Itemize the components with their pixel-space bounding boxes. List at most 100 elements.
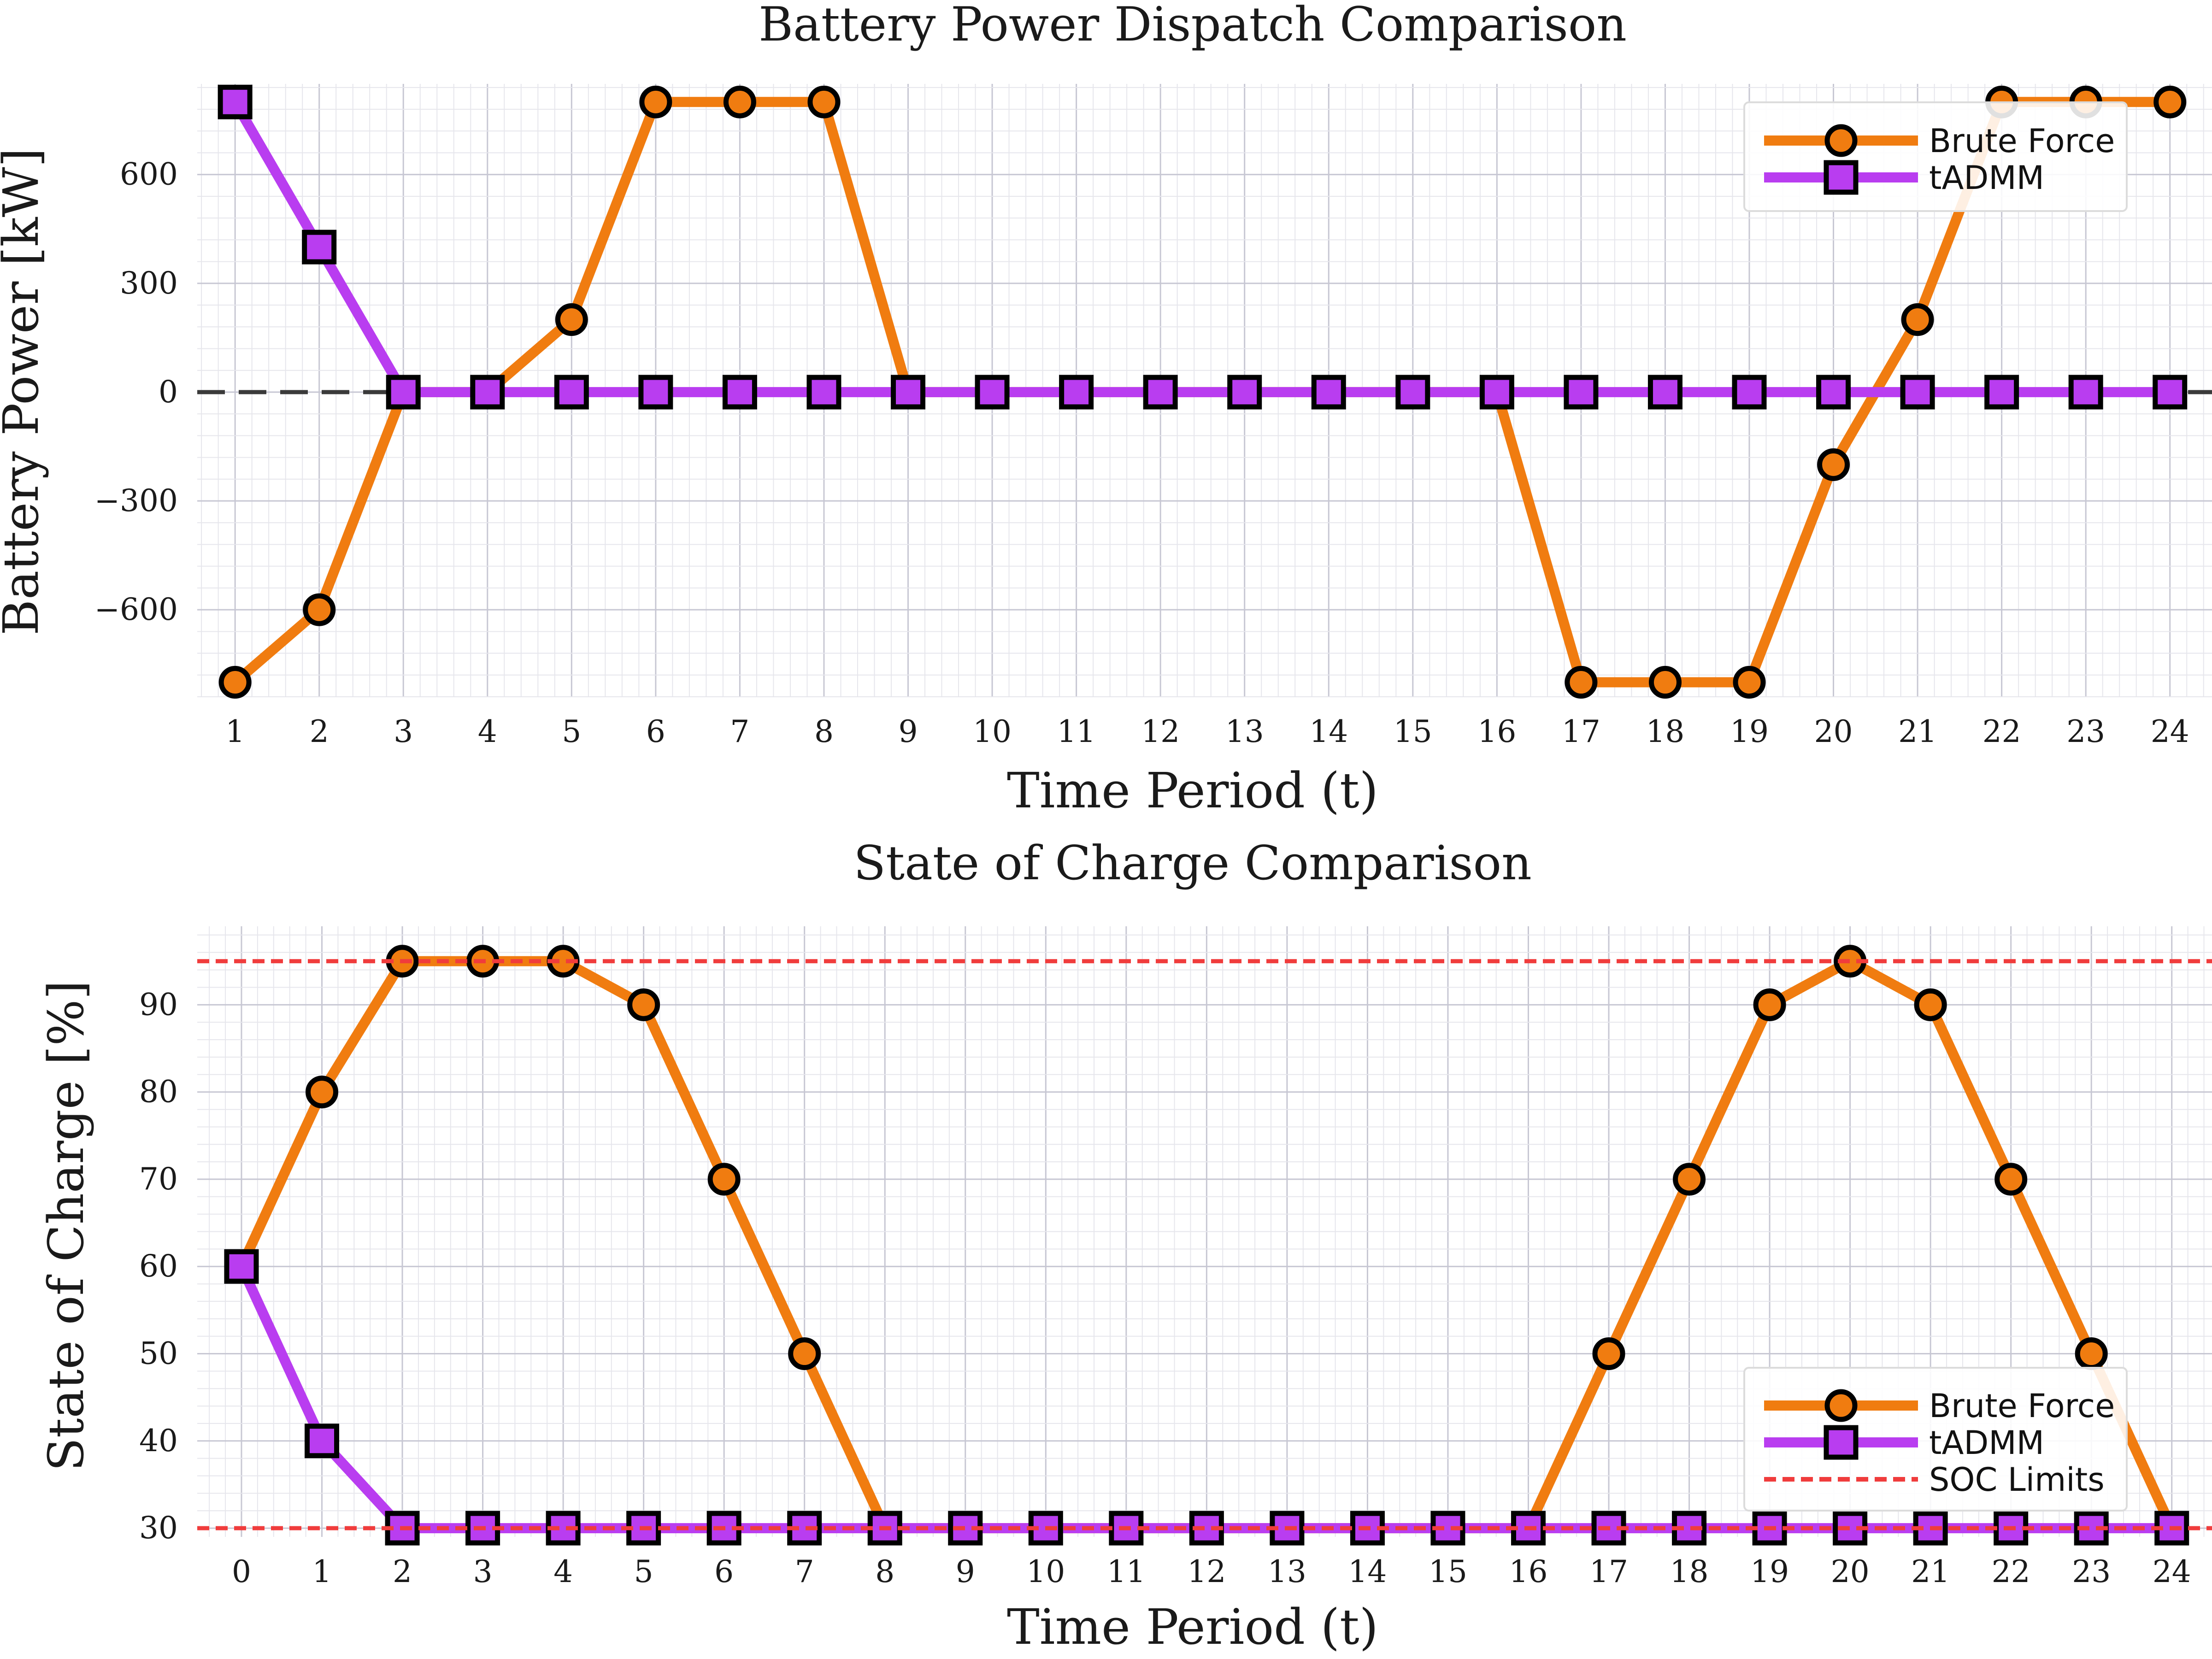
power-x-axis-label: Time Period (t): [1007, 762, 1378, 819]
soc-x-tick-label: 2: [393, 1554, 412, 1589]
power-legend-tadmm-label: tADMM: [1929, 159, 2044, 197]
power-point-brute-force: [1733, 666, 1766, 699]
soc-point-brute-force: [627, 988, 660, 1021]
power-legend-tadmm-marker: [1824, 160, 1859, 195]
power-point-tadmm: [218, 84, 253, 119]
power-x-tick-label: 20: [1814, 714, 1853, 749]
soc-legend-brute-marker: [1824, 1389, 1858, 1422]
power-x-tick-label: 11: [1057, 714, 1096, 749]
power-x-ticks: 1 2 3 4 5 6 7 8 9 10 11 12 13 14 15 16 17 18 19 20 21 22 23 24: [225, 714, 2189, 749]
soc-point-brute-force: [1673, 1163, 1706, 1196]
power-legend-brute-marker: [1824, 124, 1858, 157]
power-point-tadmm: [1143, 375, 1178, 410]
power-point-tadmm: [1984, 375, 2019, 410]
power-point-tadmm: [1900, 375, 1935, 410]
power-y-tick-label: 0: [159, 374, 178, 410]
power-point-tadmm: [806, 375, 841, 410]
power-point-brute-force: [723, 85, 756, 118]
power-point-brute-force: [555, 303, 588, 336]
power-x-tick-label: 19: [1730, 714, 1769, 749]
power-point-brute-force: [1901, 303, 1934, 336]
soc-point-brute-force: [1753, 988, 1786, 1021]
soc-x-tick-label: 24: [2153, 1554, 2191, 1589]
power-point-tadmm: [1732, 375, 1767, 410]
soc-x-tick-label: 19: [1750, 1554, 1789, 1589]
power-y-tick-label: −600: [94, 592, 178, 627]
soc-series: [224, 945, 2189, 1546]
power-x-tick-label: 13: [1225, 714, 1264, 749]
soc-grid: [197, 926, 2212, 1537]
power-markers-tadmm: [218, 84, 2188, 410]
soc-x-tick-label: 3: [473, 1554, 493, 1589]
power-point-tadmm: [2068, 375, 2103, 410]
power-point-tadmm: [1059, 375, 1094, 410]
power-point-tadmm: [1816, 375, 1851, 410]
soc-y-tick-label: 90: [139, 987, 178, 1022]
power-point-tadmm: [2153, 375, 2188, 410]
soc-y-tick-label: 50: [139, 1336, 178, 1371]
soc-x-tick-label: 18: [1670, 1554, 1709, 1589]
soc-x-tick-label: 20: [1831, 1554, 1870, 1589]
soc-point-brute-force: [1592, 1337, 1625, 1370]
power-x-tick-label: 6: [646, 714, 665, 749]
power-x-tick-label: 2: [310, 714, 329, 749]
power-x-tick-label: 9: [899, 714, 918, 749]
power-x-tick-label: 10: [973, 714, 1012, 749]
power-point-brute-force: [1817, 448, 1850, 481]
soc-point-brute-force: [306, 1076, 339, 1109]
soc-x-tick-label: 16: [1509, 1554, 1547, 1589]
power-series: [218, 84, 2188, 699]
power-x-tick-label: 14: [1309, 714, 1348, 749]
power-point-tadmm: [386, 375, 421, 410]
power-x-tick-label: 24: [2151, 714, 2189, 749]
power-point-tadmm: [1479, 375, 1514, 410]
power-x-tick-label: 7: [730, 714, 749, 749]
soc-x-tick-label: 14: [1348, 1554, 1387, 1589]
power-point-brute-force: [2153, 85, 2187, 118]
soc-y-tick-label: 80: [139, 1074, 178, 1110]
power-y-tick-label: −300: [94, 483, 178, 518]
power-y-tick-label: 300: [120, 265, 178, 301]
power-point-brute-force: [1648, 666, 1682, 699]
soc-y-ticks: 30 40 50 60 70 80 90: [139, 987, 178, 1546]
power-x-tick-label: 21: [1898, 714, 1937, 749]
soc-x-tick-label: 17: [1589, 1554, 1628, 1589]
power-x-tick-label: 4: [478, 714, 497, 749]
power-x-tick-label: 16: [1477, 714, 1516, 749]
soc-y-tick-label: 30: [139, 1510, 178, 1546]
soc-point-tadmm: [305, 1424, 340, 1459]
soc-x-tick-label: 6: [714, 1554, 734, 1589]
power-point-brute-force: [303, 593, 336, 626]
soc-x-tick-label: 8: [875, 1554, 894, 1589]
soc-y-tick-label: 40: [139, 1423, 178, 1459]
power-x-tick-label: 1: [225, 714, 245, 749]
power-point-tadmm: [1311, 375, 1346, 410]
soc-point-brute-force: [1994, 1163, 2028, 1196]
power-point-brute-force: [639, 85, 672, 118]
power-point-tadmm: [975, 375, 1010, 410]
soc-x-tick-label: 12: [1187, 1554, 1226, 1589]
soc-x-ticks: 0 1 2 3 4 5 6 7 8 9 10 11 12 13 14 15 16 17 18 19 20 21 22 23 24: [232, 1554, 2191, 1589]
power-legend: Brute Force tADMM: [1743, 101, 2128, 212]
power-x-tick-label: 12: [1141, 714, 1180, 749]
power-point-tadmm: [891, 375, 926, 410]
power-point-tadmm: [470, 375, 505, 410]
power-x-tick-label: 17: [1562, 714, 1600, 749]
power-point-tadmm: [554, 375, 589, 410]
soc-point-brute-force: [788, 1337, 821, 1370]
power-point-tadmm: [722, 375, 757, 410]
soc-legend-tadmm-label: tADMM: [1929, 1424, 2044, 1462]
soc-x-tick-label: 13: [1268, 1554, 1306, 1589]
power-y-tick-label: 600: [120, 157, 178, 192]
soc-x-axis-label: Time Period (t): [1007, 1599, 1378, 1655]
soc-point-brute-force: [2075, 1337, 2108, 1370]
power-panel: Battery Power Dispatch Comparison −600 −3…: [0, 0, 2212, 819]
soc-legend-tadmm-marker: [1824, 1425, 1859, 1460]
power-y-ticks: −600 −300 0 300 600: [94, 157, 178, 627]
soc-point-brute-force: [707, 1163, 741, 1196]
power-x-tick-label: 18: [1646, 714, 1684, 749]
power-x-tick-label: 15: [1394, 714, 1432, 749]
power-point-tadmm: [1395, 375, 1430, 410]
soc-x-tick-label: 21: [1911, 1554, 1950, 1589]
soc-x-tick-label: 23: [2072, 1554, 2111, 1589]
